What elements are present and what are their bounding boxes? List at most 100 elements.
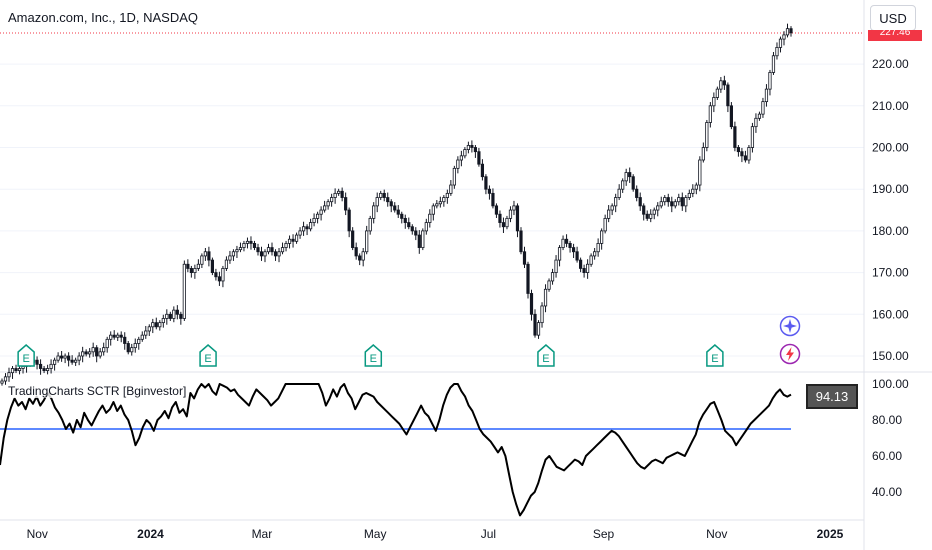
candle-body bbox=[705, 122, 709, 148]
candle-body bbox=[337, 190, 341, 194]
candle-body bbox=[684, 197, 688, 207]
time-tick-label: 2025 bbox=[817, 527, 844, 541]
candle-body bbox=[358, 255, 362, 261]
candle-body bbox=[410, 226, 414, 232]
candle-body bbox=[344, 197, 348, 211]
last-price-tag: 227.46 bbox=[868, 30, 922, 41]
candle-body bbox=[112, 334, 116, 338]
candle-body bbox=[645, 213, 649, 219]
candle-body bbox=[98, 351, 102, 357]
earnings-marker[interactable]: E bbox=[199, 344, 217, 367]
candle-body bbox=[361, 251, 365, 261]
candle-body bbox=[782, 34, 786, 40]
candle-body bbox=[761, 101, 765, 115]
candle-body bbox=[785, 28, 790, 36]
candle-body bbox=[277, 251, 281, 257]
candle-body bbox=[733, 126, 737, 148]
candle-body bbox=[729, 105, 733, 128]
candle-body bbox=[487, 188, 492, 194]
candle-body bbox=[694, 184, 698, 190]
candle-body bbox=[280, 247, 285, 253]
price-tick-label: 220.00 bbox=[872, 57, 909, 71]
candle-body bbox=[407, 222, 411, 228]
sctr-tick-label: 60.00 bbox=[872, 449, 902, 463]
candle-body bbox=[81, 351, 85, 357]
candle-body bbox=[438, 201, 442, 205]
candle-body bbox=[550, 272, 555, 282]
candle-body bbox=[445, 192, 449, 198]
candle-body bbox=[656, 205, 660, 211]
candle-body bbox=[529, 293, 534, 315]
earnings-marker[interactable]: E bbox=[537, 344, 555, 367]
candle-body bbox=[663, 197, 667, 203]
earnings-marker-label: E bbox=[204, 353, 211, 365]
candle-body bbox=[123, 336, 127, 344]
candle-body bbox=[319, 209, 323, 215]
time-tick-label: Nov bbox=[706, 527, 727, 541]
candle-body bbox=[323, 205, 327, 211]
candle-body bbox=[172, 309, 176, 319]
candle-body bbox=[56, 355, 60, 361]
candle-body bbox=[466, 145, 470, 150]
candle-body bbox=[372, 205, 376, 219]
candle-body bbox=[74, 359, 78, 363]
candle-body bbox=[224, 259, 229, 269]
candle-body bbox=[312, 217, 316, 223]
candle-body bbox=[554, 259, 558, 273]
candle-body bbox=[221, 268, 225, 282]
candle-body bbox=[736, 147, 741, 153]
currency-button[interactable]: USD bbox=[870, 5, 916, 31]
candle-body bbox=[764, 88, 769, 103]
candle-body bbox=[722, 80, 726, 86]
candle-body bbox=[130, 347, 134, 353]
candle-body bbox=[424, 222, 428, 232]
candle-body bbox=[484, 176, 488, 190]
candle-body bbox=[396, 209, 400, 215]
candle-body bbox=[449, 184, 453, 194]
candle-body bbox=[263, 251, 267, 257]
lightning-alert-icon[interactable] bbox=[779, 343, 801, 365]
candle-body bbox=[137, 338, 141, 344]
sctr-tick-label: 80.00 bbox=[872, 413, 902, 427]
candle-body bbox=[768, 72, 772, 90]
candle-body bbox=[67, 355, 71, 361]
candle-body bbox=[561, 238, 565, 248]
earnings-marker[interactable]: E bbox=[364, 344, 383, 367]
candle-body bbox=[586, 263, 590, 274]
candle-body bbox=[235, 249, 239, 253]
price-tick-label: 180.00 bbox=[872, 224, 909, 238]
sparkle-icon[interactable] bbox=[779, 315, 801, 337]
candle-body bbox=[231, 251, 236, 257]
candle-body bbox=[642, 205, 646, 215]
candle-body bbox=[144, 330, 148, 336]
candle-body bbox=[536, 322, 541, 336]
candle-body bbox=[473, 147, 478, 153]
candle-body bbox=[214, 272, 218, 278]
earnings-marker-label: E bbox=[711, 353, 718, 365]
indicator-title[interactable]: TradingCharts SCTR [Bginvestor] bbox=[8, 384, 187, 398]
candle-body bbox=[38, 363, 43, 369]
sctr-tick-label: 40.00 bbox=[872, 485, 902, 499]
candle-body bbox=[687, 192, 691, 198]
candle-body bbox=[294, 234, 299, 242]
candle-body bbox=[624, 172, 628, 182]
candle-body bbox=[256, 247, 260, 253]
candle-body bbox=[596, 243, 600, 253]
candle-body bbox=[228, 255, 232, 261]
candle-body bbox=[10, 368, 15, 374]
candle-body bbox=[603, 217, 607, 232]
candle-body bbox=[379, 192, 383, 198]
candle-body bbox=[393, 205, 397, 211]
sctr-value-tag: 94.13 bbox=[806, 384, 858, 409]
earnings-marker[interactable]: E bbox=[706, 344, 724, 367]
price-tick-label: 200.00 bbox=[872, 141, 909, 155]
candle-body bbox=[382, 192, 386, 198]
earnings-marker[interactable]: E bbox=[17, 344, 35, 367]
candle-body bbox=[726, 84, 730, 107]
candle-body bbox=[165, 313, 169, 319]
candle-body bbox=[88, 351, 92, 355]
candle-body bbox=[17, 368, 22, 371]
candle-body bbox=[421, 230, 425, 248]
candle-body bbox=[579, 259, 583, 269]
